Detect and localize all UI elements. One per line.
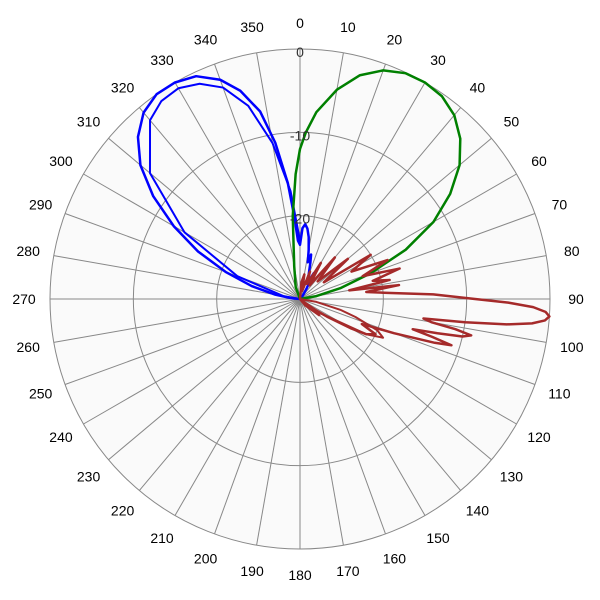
angular-grid-spoke — [299, 255, 547, 300]
radial-tick-label: -20 — [290, 211, 310, 227]
series-line — [291, 69, 462, 301]
angle-tick-label: 320 — [111, 80, 135, 96]
radial-tick-label: 0 — [296, 44, 304, 60]
angle-tick-label: 280 — [17, 243, 41, 259]
angle-tick-label: 220 — [111, 502, 135, 518]
series-line-inner — [148, 82, 301, 300]
angle-tick-label: 330 — [150, 52, 174, 68]
angular-grid-spoke — [174, 82, 301, 300]
angle-tick-label: 60 — [531, 153, 547, 169]
angle-tick-label: 10 — [340, 19, 356, 35]
series-line-secondary — [299, 298, 385, 339]
series-2 — [298, 253, 551, 347]
angular-grid-spoke — [53, 298, 301, 343]
angle-tick-label: 350 — [240, 19, 264, 35]
angle-tick-label: 90 — [568, 291, 584, 307]
angular-grid-spoke — [299, 298, 386, 535]
angle-tick-label: 260 — [17, 339, 41, 355]
angular-grid-spoke — [299, 298, 492, 461]
angle-tick-label: 140 — [466, 502, 490, 518]
angular-grid-spoke — [299, 298, 344, 546]
angular-grid-spoke — [256, 298, 301, 546]
angle-tick-label: 50 — [504, 114, 520, 130]
angular-grid-spoke — [108, 298, 301, 461]
angle-tick-label: 250 — [29, 385, 53, 401]
angle-tick-label: 340 — [194, 32, 218, 48]
angular-grid-spoke — [299, 213, 536, 300]
angle-tick-label: 20 — [387, 32, 403, 48]
angle-tick-label: 230 — [77, 468, 101, 484]
series-line — [298, 253, 551, 347]
angular-grid-spoke — [299, 298, 536, 385]
angle-tick-label: 70 — [552, 197, 568, 213]
angle-tick-label: 150 — [426, 530, 450, 546]
angle-tick-label: 190 — [240, 563, 264, 579]
angle-tick-label: 0 — [296, 15, 304, 31]
label-layer: 0 10 20 30 40 50 60 70 80 90 100 110 120 130 140 150 160… — [12, 15, 584, 583]
angle-tick-label: 180 — [288, 567, 312, 583]
angle-tick-label: 40 — [470, 80, 486, 96]
angular-grid-spoke — [214, 63, 301, 300]
angular-grid-spoke — [299, 173, 517, 300]
angle-tick-label: 170 — [336, 563, 360, 579]
angle-tick-label: 130 — [500, 468, 524, 484]
angle-tick-label: 80 — [564, 243, 580, 259]
angle-tick-label: 300 — [49, 153, 73, 169]
angular-grid-spoke — [299, 63, 386, 300]
angle-tick-label: 310 — [77, 114, 101, 130]
angular-grid-spoke — [174, 298, 301, 516]
angular-grid-spoke — [214, 298, 301, 535]
angle-tick-label: 240 — [49, 429, 73, 445]
radial-tick-label: -10 — [290, 127, 310, 143]
angle-tick-label: 290 — [29, 197, 53, 213]
angular-grid-spoke — [299, 298, 426, 516]
angle-tick-label: 160 — [383, 550, 407, 566]
angle-tick-label: 120 — [527, 429, 551, 445]
series-layer — [136, 69, 551, 347]
angular-grid-spoke — [299, 298, 462, 491]
angular-grid-spoke — [53, 255, 301, 300]
angular-grid-spoke — [64, 298, 301, 385]
angle-tick-label: 200 — [194, 550, 218, 566]
angle-tick-label: 100 — [560, 339, 584, 355]
series-line — [136, 74, 315, 301]
angle-tick-label: 30 — [430, 52, 446, 68]
angle-tick-label: 270 — [12, 291, 36, 307]
angle-tick-label: 210 — [150, 530, 174, 546]
angle-tick-label: 110 — [548, 385, 571, 401]
angular-grid-spoke — [138, 107, 301, 300]
angular-grid-spoke — [64, 213, 301, 300]
angular-grid-spoke — [83, 298, 301, 425]
angular-grid-spoke — [83, 173, 301, 300]
series-1 — [291, 69, 462, 301]
angular-grid-spoke — [299, 298, 547, 343]
series-0 — [136, 74, 315, 301]
angular-grid-spoke — [138, 298, 301, 491]
